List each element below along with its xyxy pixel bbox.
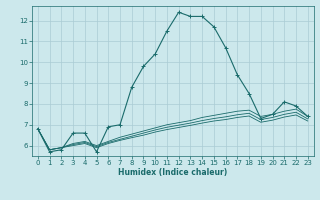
X-axis label: Humidex (Indice chaleur): Humidex (Indice chaleur) (118, 168, 228, 177)
